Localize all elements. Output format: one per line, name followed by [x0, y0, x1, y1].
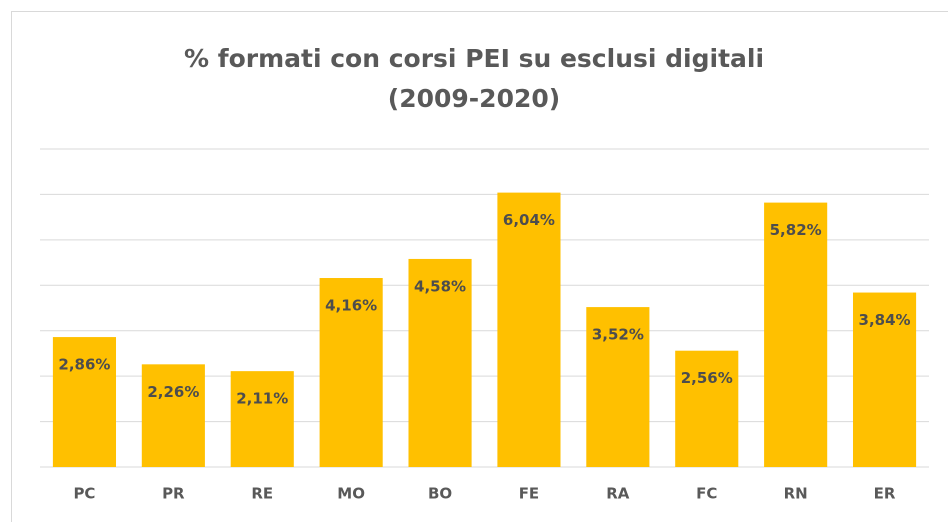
bar [319, 278, 383, 467]
data-label: 5,82% [770, 221, 822, 239]
bar [52, 337, 117, 467]
x-tick-label: MO [337, 485, 365, 503]
bar [764, 202, 828, 467]
data-label: 2,26% [147, 383, 199, 401]
bar [852, 292, 917, 467]
x-tick-label: RN [784, 485, 808, 503]
data-label: 3,84% [859, 311, 911, 329]
chart-subtitle: (2009-2020) [388, 84, 560, 113]
data-label: 2,86% [58, 356, 110, 374]
x-tick-label: PC [73, 485, 95, 503]
data-label: 4,16% [325, 297, 377, 315]
x-tick-label: FC [696, 485, 717, 503]
bar [408, 258, 472, 467]
bar [497, 192, 561, 467]
x-tick-label: FE [519, 485, 540, 503]
x-tick-label: RA [606, 485, 630, 503]
bar [230, 371, 294, 467]
chart-title: % formati con corsi PEI su esclusi digit… [184, 44, 764, 73]
data-label: 2,11% [236, 390, 288, 408]
x-tick-label: PR [162, 485, 185, 503]
data-label: 2,56% [681, 369, 733, 387]
bar [141, 364, 205, 467]
chart-frame [11, 11, 948, 522]
data-label: 6,04% [503, 211, 555, 229]
x-tick-label: RE [251, 485, 273, 503]
data-label: 4,58% [414, 277, 466, 295]
data-label: 3,52% [592, 326, 644, 344]
x-tick-label: BO [428, 485, 452, 503]
bar [675, 350, 739, 467]
x-tick-label: ER [874, 485, 896, 503]
bar [586, 307, 650, 467]
